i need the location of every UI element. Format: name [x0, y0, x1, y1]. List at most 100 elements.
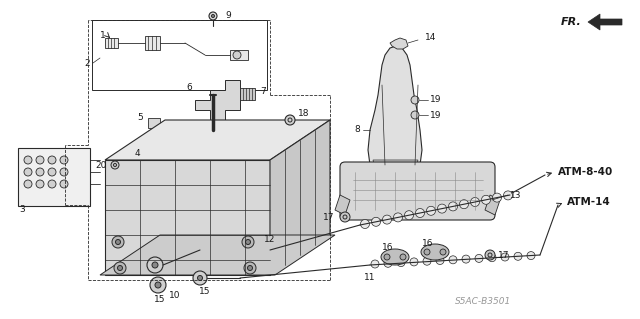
Circle shape — [285, 115, 295, 125]
Circle shape — [449, 256, 457, 264]
Text: 6: 6 — [186, 84, 192, 93]
Circle shape — [394, 213, 403, 222]
Text: 16: 16 — [422, 240, 434, 249]
Circle shape — [209, 12, 217, 20]
Circle shape — [470, 197, 479, 206]
Circle shape — [242, 236, 254, 248]
Circle shape — [415, 209, 424, 218]
Polygon shape — [105, 120, 330, 160]
Circle shape — [48, 180, 56, 188]
Text: 11: 11 — [364, 273, 376, 283]
Text: 7: 7 — [260, 87, 266, 97]
Text: 14: 14 — [425, 33, 436, 42]
Circle shape — [114, 262, 126, 274]
Polygon shape — [240, 88, 255, 100]
Polygon shape — [270, 120, 330, 275]
Circle shape — [112, 236, 124, 248]
Circle shape — [152, 262, 158, 268]
Circle shape — [211, 14, 214, 18]
Polygon shape — [335, 195, 350, 215]
Text: 1: 1 — [100, 31, 106, 40]
Circle shape — [48, 168, 56, 176]
Circle shape — [485, 250, 495, 260]
Circle shape — [404, 211, 413, 220]
Circle shape — [244, 262, 256, 274]
Bar — [92, 20, 267, 90]
Circle shape — [411, 111, 419, 119]
Text: ATM-8-40: ATM-8-40 — [558, 167, 613, 177]
Polygon shape — [390, 38, 408, 49]
Text: ATM-14: ATM-14 — [567, 197, 611, 207]
Text: 13: 13 — [510, 190, 522, 199]
Text: 10: 10 — [169, 291, 180, 300]
Circle shape — [360, 219, 369, 228]
Polygon shape — [195, 80, 240, 120]
Circle shape — [504, 191, 513, 200]
Text: S5AC-B3501: S5AC-B3501 — [455, 298, 511, 307]
Circle shape — [410, 258, 418, 266]
Circle shape — [246, 240, 250, 244]
Polygon shape — [105, 38, 118, 48]
Circle shape — [383, 215, 392, 224]
Circle shape — [36, 156, 44, 164]
Text: 8: 8 — [355, 125, 360, 135]
Bar — [18, 148, 90, 206]
Circle shape — [436, 256, 444, 264]
Polygon shape — [588, 14, 622, 30]
Circle shape — [24, 156, 32, 164]
Polygon shape — [148, 118, 160, 128]
Circle shape — [111, 161, 119, 169]
Text: 20: 20 — [95, 160, 107, 169]
Circle shape — [423, 257, 431, 265]
Circle shape — [475, 254, 483, 263]
Circle shape — [493, 193, 502, 202]
Text: 19: 19 — [430, 110, 442, 120]
Circle shape — [193, 271, 207, 285]
Circle shape — [460, 200, 468, 209]
Text: 4: 4 — [134, 149, 140, 158]
Circle shape — [371, 217, 381, 226]
Circle shape — [115, 240, 120, 244]
Polygon shape — [105, 160, 270, 275]
Circle shape — [400, 254, 406, 260]
Text: 2: 2 — [84, 58, 90, 68]
Text: 17: 17 — [498, 250, 509, 259]
Circle shape — [60, 168, 68, 176]
Text: 15: 15 — [199, 287, 211, 296]
Polygon shape — [100, 235, 335, 275]
Circle shape — [440, 249, 446, 255]
Ellipse shape — [381, 249, 409, 265]
Circle shape — [198, 276, 202, 280]
Circle shape — [24, 180, 32, 188]
Circle shape — [36, 180, 44, 188]
Circle shape — [150, 277, 166, 293]
Polygon shape — [368, 46, 422, 172]
Text: 19: 19 — [430, 95, 442, 105]
Polygon shape — [145, 36, 160, 50]
Circle shape — [488, 254, 496, 262]
Text: 15: 15 — [154, 294, 166, 303]
Text: 12: 12 — [264, 235, 276, 244]
Circle shape — [155, 282, 161, 288]
Circle shape — [151, 130, 157, 136]
Circle shape — [501, 253, 509, 261]
Circle shape — [527, 252, 535, 260]
Text: 3: 3 — [19, 205, 25, 214]
Circle shape — [397, 259, 405, 267]
Circle shape — [48, 156, 56, 164]
Polygon shape — [485, 195, 500, 215]
Circle shape — [481, 195, 490, 204]
Circle shape — [118, 265, 122, 271]
Circle shape — [426, 206, 435, 215]
Circle shape — [411, 96, 419, 104]
Text: 16: 16 — [382, 242, 394, 251]
FancyBboxPatch shape — [340, 162, 495, 220]
Text: FR.: FR. — [561, 17, 582, 27]
Circle shape — [148, 146, 152, 150]
Circle shape — [384, 254, 390, 260]
Circle shape — [24, 168, 32, 176]
Circle shape — [449, 202, 458, 211]
Circle shape — [60, 156, 68, 164]
Text: 18: 18 — [298, 108, 310, 117]
Text: 17: 17 — [323, 212, 334, 221]
